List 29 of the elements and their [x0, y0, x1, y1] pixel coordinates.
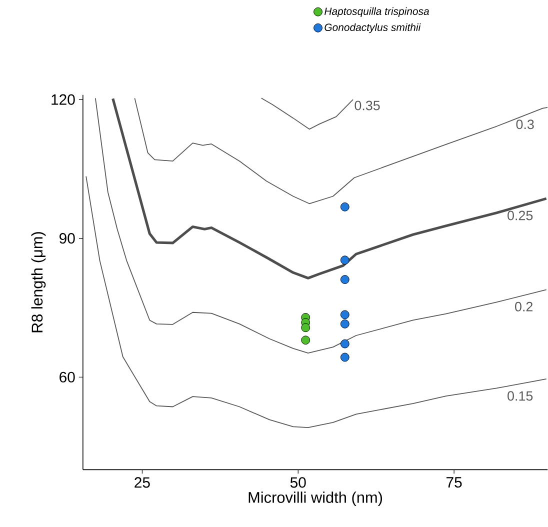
series-label: 0.25	[508, 210, 533, 220]
line-series	[94, 98, 547, 354]
series-label: 0.15	[508, 391, 533, 401]
line-series	[260, 98, 354, 130]
series-label: 0.3	[516, 120, 534, 130]
x-tick-label: 75	[446, 477, 462, 488]
line-series	[112, 98, 548, 280]
series-label: 0.2	[515, 302, 533, 312]
point	[340, 340, 350, 348]
x-tick-label: 25	[134, 477, 150, 488]
y-tick-label: 120	[52, 94, 75, 106]
point	[340, 320, 350, 329]
x-axis-title: Microvilli width (nm)	[248, 492, 382, 506]
legend-label: Haptosquilla trispinosa	[324, 7, 429, 18]
point	[340, 353, 350, 362]
y-axis-title: R8 length (μm)	[31, 232, 46, 332]
point	[340, 202, 350, 212]
line-series	[134, 98, 548, 204]
point	[340, 275, 350, 284]
series-label: 0.35	[354, 100, 380, 110]
point	[340, 256, 350, 265]
legend-label: Gonodactylus smithii	[324, 24, 421, 34]
point	[340, 310, 350, 320]
x-tick-label: 50	[290, 477, 306, 488]
line-series	[86, 176, 547, 428]
y-tick-label: 90	[60, 233, 75, 244]
point	[301, 336, 310, 345]
point	[301, 323, 310, 332]
y-tick-label: 60	[60, 372, 75, 383]
